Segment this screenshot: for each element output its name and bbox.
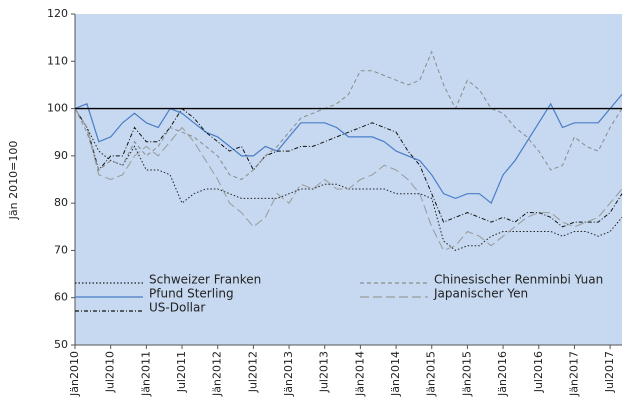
plot-area	[75, 14, 622, 345]
x-tick-label: Jul2012	[246, 351, 259, 393]
legend-label: Pfund Sterling	[149, 287, 234, 301]
y-axis-label: Jän 2010=100	[7, 141, 20, 221]
x-tick-label: Jul2013	[318, 351, 331, 393]
x-tick-label: Jän2016	[496, 351, 509, 397]
y-tick-label: 90	[54, 149, 68, 162]
series-line	[74, 50, 623, 181]
legend-label: Schweizer Franken	[149, 273, 261, 287]
series-line	[74, 107, 623, 228]
series-line	[74, 108, 623, 252]
y-tick-label: 110	[47, 54, 68, 67]
x-tick-label: Jul2017	[603, 351, 616, 393]
x-tick-label: Jän2014	[389, 351, 402, 397]
x-tick-label: Jän2014	[353, 351, 366, 397]
y-tick-label: 70	[54, 243, 68, 256]
x-tick-label: Jul2016	[532, 351, 545, 393]
y-tick-label: 60	[54, 291, 68, 304]
x-tick-label: Jul2011	[175, 351, 188, 393]
x-tick-label: Jul2010	[104, 351, 117, 393]
legend-label: US-Dollar	[149, 301, 205, 315]
y-tick-label: 80	[54, 196, 68, 209]
x-tick-label: Jän2012	[211, 351, 224, 397]
x-tick-label: Jän2015	[460, 351, 473, 397]
y-tick-label: 100	[47, 102, 68, 115]
series-line	[74, 94, 623, 205]
x-tick-label: Jän2013	[282, 351, 295, 397]
legend-label: Chinesischer Renminbi Yuan	[434, 273, 603, 287]
y-tick-label: 120	[47, 7, 68, 20]
y-tick-label: 50	[54, 338, 68, 351]
x-tick-label: Jän2017	[567, 351, 580, 397]
x-tick-label: Jän2015	[425, 351, 438, 397]
legend-label: Japanischer Yen	[433, 287, 528, 301]
x-tick-label: Jän2010	[68, 351, 81, 397]
x-tick-label: Jän2011	[139, 351, 152, 397]
